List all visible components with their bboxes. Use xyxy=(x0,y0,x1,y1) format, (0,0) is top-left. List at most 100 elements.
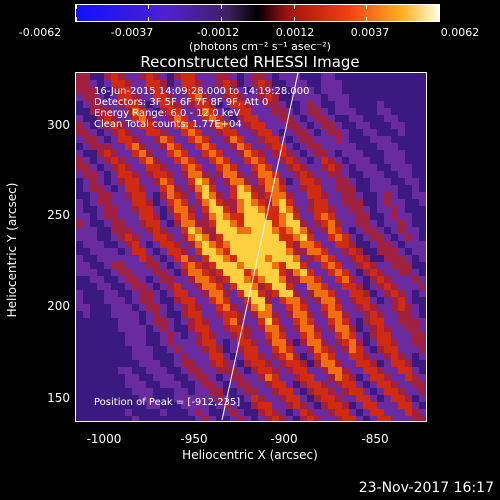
x-axis-label: Heliocentric X (arcsec) xyxy=(182,448,318,462)
heatmap-cell xyxy=(391,108,398,115)
heatmap-cell xyxy=(90,290,97,297)
heatmap-cell xyxy=(398,199,405,206)
heatmap-cell xyxy=(139,129,146,136)
heatmap-cell xyxy=(125,304,132,311)
heatmap-cell xyxy=(237,255,244,262)
heatmap-cell xyxy=(90,122,97,129)
heatmap-cell xyxy=(328,416,335,421)
heatmap-cell xyxy=(300,199,307,206)
heatmap-cell xyxy=(104,220,111,227)
heatmap-cell xyxy=(335,269,342,276)
heatmap-cell xyxy=(370,283,377,290)
heatmap-cell xyxy=(377,213,384,220)
heatmap-cell xyxy=(195,178,202,185)
heatmap-cell xyxy=(188,318,195,325)
heatmap-cell xyxy=(356,283,363,290)
heatmap-cell xyxy=(160,374,167,381)
heatmap-cell xyxy=(188,339,195,346)
heatmap-cell xyxy=(328,248,335,255)
heatmap-cell xyxy=(132,346,139,353)
heatmap-cell xyxy=(132,367,139,374)
heatmap-cell xyxy=(132,94,139,101)
heatmap-cell xyxy=(181,248,188,255)
heatmap-cell xyxy=(258,346,265,353)
heatmap-cell xyxy=(97,255,104,262)
heatmap-cell xyxy=(181,164,188,171)
heatmap-cell xyxy=(300,150,307,157)
heatmap-cell xyxy=(419,143,426,150)
heatmap-cell xyxy=(139,234,146,241)
heatmap-cell xyxy=(265,381,272,388)
heatmap-cell xyxy=(377,269,384,276)
heatmap-cell xyxy=(293,73,300,80)
heatmap-cell xyxy=(244,402,251,409)
heatmap-cell xyxy=(125,122,132,129)
heatmap-cell xyxy=(293,325,300,332)
heatmap-cell xyxy=(76,220,83,227)
heatmap-cell xyxy=(160,171,167,178)
heatmap-cell xyxy=(405,290,412,297)
heatmap-cell xyxy=(412,241,419,248)
heatmap-cell xyxy=(83,353,90,360)
heatmap-cell xyxy=(167,304,174,311)
heatmap-cell xyxy=(97,87,104,94)
heatmap-cell xyxy=(265,276,272,283)
heatmap-cell xyxy=(258,367,265,374)
heatmap-cell xyxy=(202,304,209,311)
heatmap-cell xyxy=(90,108,97,115)
heatmap-cell xyxy=(202,185,209,192)
heatmap-cell xyxy=(300,297,307,304)
heatmap-cell xyxy=(412,136,419,143)
heatmap-cell xyxy=(300,360,307,367)
heatmap-cell xyxy=(279,325,286,332)
heatmap-cell xyxy=(244,325,251,332)
heatmap-cell xyxy=(412,73,419,80)
heatmap-cell xyxy=(272,325,279,332)
heatmap-cell xyxy=(244,360,251,367)
heatmap-cell xyxy=(356,332,363,339)
heatmap-cell xyxy=(97,304,104,311)
heatmap-cell xyxy=(293,164,300,171)
heatmap-cell xyxy=(139,381,146,388)
heatmap-cell xyxy=(370,108,377,115)
heatmap-cell xyxy=(377,206,384,213)
heatmap-cell xyxy=(244,164,251,171)
heatmap-cell xyxy=(307,381,314,388)
heatmap-cell xyxy=(181,353,188,360)
heatmap-cell xyxy=(286,311,293,318)
heatmap-cell xyxy=(349,388,356,395)
heatmap-cell xyxy=(293,353,300,360)
heatmap-cell xyxy=(195,325,202,332)
heatmap-cell xyxy=(160,101,167,108)
heatmap-cell xyxy=(363,381,370,388)
heatmap-cell xyxy=(111,318,118,325)
info-time: 16-Jun-2015 14:09:28.000 to 14:19:28.000 xyxy=(94,86,310,97)
heatmap-cell xyxy=(405,367,412,374)
heatmap-cell xyxy=(335,339,342,346)
heatmap-cell xyxy=(349,374,356,381)
heatmap-cell xyxy=(202,332,209,339)
heatmap-cell xyxy=(356,241,363,248)
heatmap-cell xyxy=(419,241,426,248)
heatmap-cell xyxy=(167,297,174,304)
heatmap-cell xyxy=(209,213,216,220)
heatmap-cell xyxy=(97,199,104,206)
heatmap-cell xyxy=(83,409,90,416)
heatmap-cell xyxy=(223,73,230,80)
heatmap-cell xyxy=(146,143,153,150)
heatmap-cell xyxy=(83,80,90,87)
heatmap-cell xyxy=(356,143,363,150)
heatmap-cell xyxy=(272,318,279,325)
heatmap-cell xyxy=(223,409,230,416)
heatmap-cell xyxy=(272,234,279,241)
heatmap-cell xyxy=(258,276,265,283)
heatmap-cell xyxy=(181,276,188,283)
heatmap-cell xyxy=(139,374,146,381)
heatmap-cell xyxy=(146,311,153,318)
heatmap-cell xyxy=(244,353,251,360)
heatmap-cell xyxy=(293,283,300,290)
heatmap-cell xyxy=(83,325,90,332)
heatmap-cell xyxy=(76,304,83,311)
heatmap-cell xyxy=(258,73,265,80)
heatmap-cell xyxy=(202,122,209,129)
